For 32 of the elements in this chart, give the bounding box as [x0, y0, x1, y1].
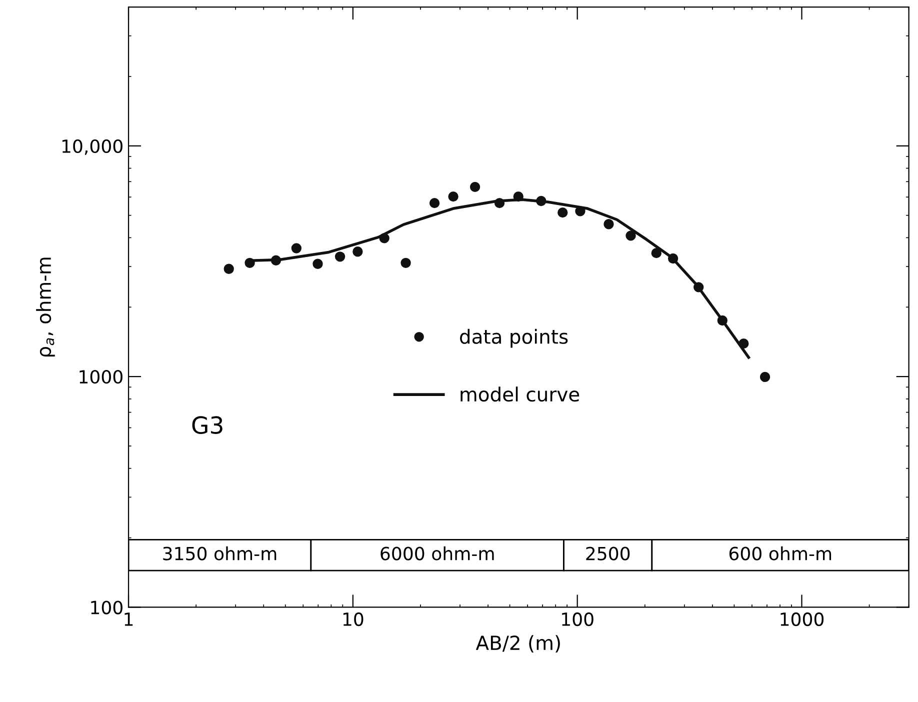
point — [334, 252, 346, 262]
point — [558, 207, 568, 218]
point — [470, 182, 480, 192]
legend-label: model curve — [460, 386, 580, 402]
band-label: 600 ohm-m — [729, 546, 832, 560]
y-tick-label: 100 — [91, 600, 122, 614]
point — [312, 258, 323, 269]
point — [244, 258, 255, 268]
band-label: 3150 ohm-m — [163, 546, 276, 560]
y-tick-label: 1000 — [80, 370, 122, 384]
point — [291, 243, 302, 254]
x-tick-label: 1000 — [780, 612, 824, 626]
x-tick-label: 1 — [124, 612, 133, 626]
point — [448, 191, 458, 202]
x-tick-label: 100 — [562, 612, 594, 626]
x-axis-title: AB/2 (m) — [476, 635, 560, 652]
point — [224, 264, 234, 274]
point — [379, 233, 390, 244]
band-label: 2500 — [586, 546, 630, 560]
annotation: G3 — [192, 416, 222, 434]
point — [694, 282, 704, 292]
point — [604, 219, 614, 230]
x-tick-label: 10 — [343, 612, 364, 626]
point — [738, 338, 749, 349]
band-label: 6000 ohm-m — [380, 546, 494, 560]
point — [760, 372, 770, 382]
y-tick-label: 10,000 — [62, 139, 122, 155]
y-axis-title: ρ$_{a}$, ohm-m — [36, 258, 55, 356]
legend-label: data points — [460, 328, 568, 348]
point — [536, 196, 546, 206]
point — [513, 191, 524, 202]
point — [626, 230, 636, 241]
